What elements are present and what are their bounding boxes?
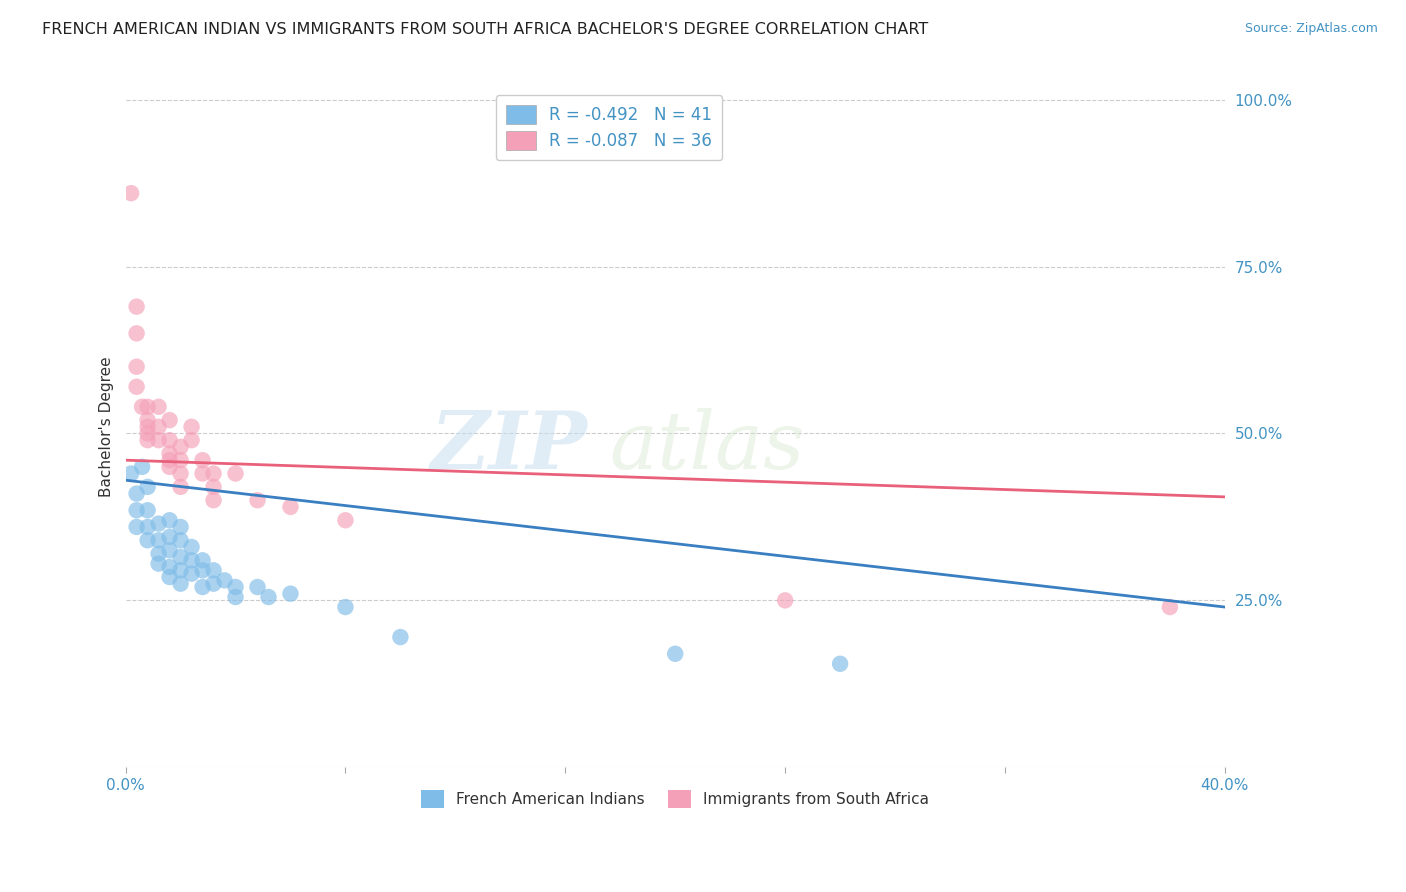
Point <box>136 520 159 534</box>
Point <box>148 533 170 548</box>
Point <box>257 590 280 604</box>
Point <box>148 400 170 414</box>
Text: FRENCH AMERICAN INDIAN VS IMMIGRANTS FROM SOUTH AFRICA BACHELOR'S DEGREE CORRELA: FRENCH AMERICAN INDIAN VS IMMIGRANTS FRO… <box>42 22 928 37</box>
Point <box>169 533 191 548</box>
Point <box>125 486 148 500</box>
Point <box>136 503 159 517</box>
Point <box>389 630 412 644</box>
Point <box>169 520 191 534</box>
Point <box>191 580 214 594</box>
Point <box>159 530 181 544</box>
Point <box>148 419 170 434</box>
Y-axis label: Bachelor's Degree: Bachelor's Degree <box>100 357 114 497</box>
Point <box>159 413 181 427</box>
Point <box>148 557 170 571</box>
Point <box>225 467 247 481</box>
Point <box>159 513 181 527</box>
Point <box>136 400 159 414</box>
Point <box>169 480 191 494</box>
Point <box>169 563 191 577</box>
Point <box>159 453 181 467</box>
Point <box>125 520 148 534</box>
Point <box>169 467 191 481</box>
Point <box>180 540 202 554</box>
Point <box>159 543 181 558</box>
Point <box>1159 600 1181 615</box>
Point <box>225 590 247 604</box>
Text: atlas: atlas <box>609 409 804 486</box>
Point <box>159 459 181 474</box>
Point <box>148 433 170 447</box>
Point <box>159 446 181 460</box>
Point <box>159 570 181 584</box>
Point <box>136 413 159 427</box>
Point <box>280 500 302 514</box>
Point <box>180 433 202 447</box>
Point <box>191 553 214 567</box>
Point <box>202 576 225 591</box>
Point <box>125 326 148 341</box>
Point <box>159 433 181 447</box>
Point <box>202 480 225 494</box>
Point <box>246 580 269 594</box>
Point <box>169 453 191 467</box>
Point <box>125 380 148 394</box>
Point <box>214 574 236 588</box>
Point <box>125 503 148 517</box>
Point <box>180 553 202 567</box>
Point <box>180 419 202 434</box>
Point <box>202 467 225 481</box>
Point <box>120 186 142 201</box>
Point <box>136 426 159 441</box>
Point <box>664 647 686 661</box>
Point <box>180 566 202 581</box>
Point <box>136 433 159 447</box>
Point <box>136 533 159 548</box>
Point <box>830 657 852 671</box>
Point <box>335 600 357 615</box>
Point <box>773 593 796 607</box>
Point <box>335 513 357 527</box>
Point <box>148 547 170 561</box>
Point <box>159 560 181 574</box>
Point <box>125 300 148 314</box>
Text: ZIP: ZIP <box>430 409 588 486</box>
Point <box>148 516 170 531</box>
Point <box>246 493 269 508</box>
Point <box>120 467 142 481</box>
Point <box>191 453 214 467</box>
Point <box>125 359 148 374</box>
Point <box>169 549 191 564</box>
Point <box>191 563 214 577</box>
Point <box>169 576 191 591</box>
Point <box>136 419 159 434</box>
Point <box>225 580 247 594</box>
Point <box>191 467 214 481</box>
Legend: French American Indians, Immigrants from South Africa: French American Indians, Immigrants from… <box>415 784 935 814</box>
Point <box>202 563 225 577</box>
Point <box>280 587 302 601</box>
Text: Source: ZipAtlas.com: Source: ZipAtlas.com <box>1244 22 1378 36</box>
Point <box>136 480 159 494</box>
Point <box>131 400 153 414</box>
Point <box>202 493 225 508</box>
Point <box>169 440 191 454</box>
Point <box>131 459 153 474</box>
